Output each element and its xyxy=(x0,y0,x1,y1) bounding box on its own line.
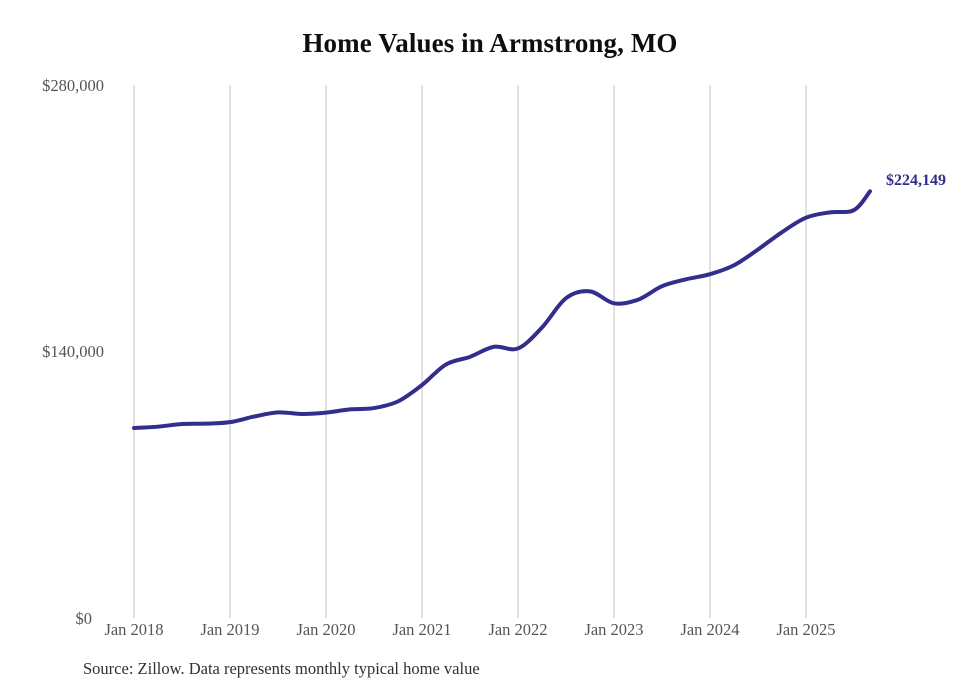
x-axis-tick-label: Jan 2020 xyxy=(296,620,356,639)
source-note: Source: Zillow. Data represents monthly … xyxy=(83,659,480,678)
data-series-line xyxy=(132,189,872,431)
x-axis-tick-label: Jan 2025 xyxy=(776,620,836,639)
gridlines xyxy=(133,85,807,618)
x-axis-tick-label: Jan 2019 xyxy=(200,620,260,639)
y-axis-tick-bottom: $0 xyxy=(75,609,93,628)
y-axis-tick-mid: $140,000 xyxy=(42,342,104,361)
x-axis-tick-label: Jan 2023 xyxy=(584,620,644,639)
end-value-label: $224,149 xyxy=(886,172,946,189)
x-axis-tick-label: Jan 2018 xyxy=(104,620,164,639)
x-axis-tick-label: Jan 2024 xyxy=(680,620,740,639)
y-axis-tick-top: $280,000 xyxy=(42,76,104,95)
x-axis-tick-label: Jan 2022 xyxy=(488,620,548,639)
x-axis-tick-label: Jan 2021 xyxy=(392,620,452,639)
chart-title: Home Values in Armstrong, MO xyxy=(302,28,678,58)
